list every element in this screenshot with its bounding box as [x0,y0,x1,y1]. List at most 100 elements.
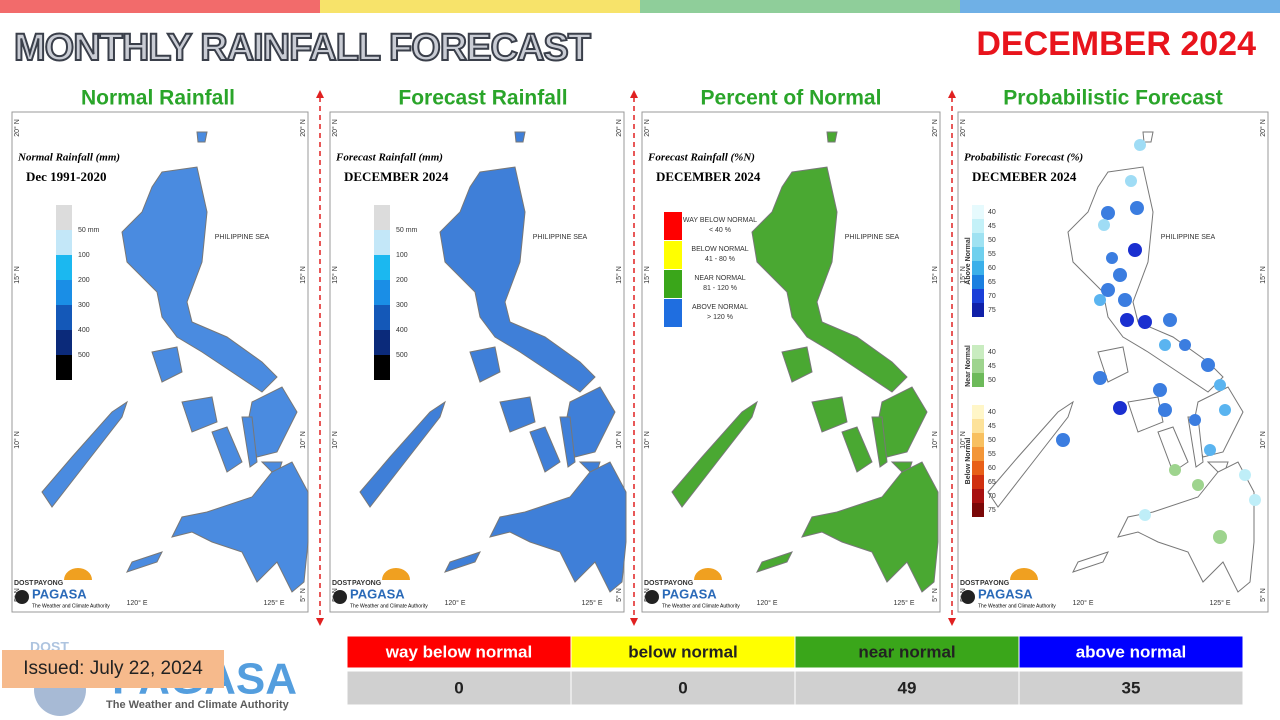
panel-title: Percent of Normal [701,87,882,110]
lat-label: 10° N [643,431,651,449]
legend-box [972,219,984,233]
count: 0 [678,678,687,697]
legend-label: 65 [988,479,996,486]
lat-label: 15° N [13,266,21,284]
legend-box [56,330,72,355]
legend-box [664,241,682,269]
logo-tagline: The Weather and Climate Authority [662,603,740,609]
legend-box [972,373,984,387]
legend-label: 60 [988,465,996,472]
lat-label: 20° N [331,119,339,137]
header-label: way below normal [385,642,532,661]
legend-label: 50 mm [396,227,418,234]
legend-label: 65 [988,279,996,286]
lon-label: 125° E [1209,599,1230,607]
logo-dost: DOST [332,580,352,587]
legend-range: 81 - 120 % [703,285,737,292]
logo-pagasa: PAGASA [350,586,405,601]
count: 49 [898,678,917,697]
header-label: below normal [628,642,738,661]
legend-label: 50 mm [78,227,100,234]
map-subtitle: DECEMBER 2024 [656,169,761,184]
legend-label: 300 [78,302,90,309]
lat-label: 10° N [13,431,21,449]
legend-box [664,299,682,327]
lat-label: 20° N [959,119,967,137]
lat-label: 15° N [959,266,967,284]
lat-label: 15° N [643,266,651,284]
legend-label: 50 [988,237,996,244]
count: 35 [1122,678,1141,697]
logo-pagasa: PAGASA [978,586,1033,601]
legend-box [972,359,984,373]
lat-label: 15° N [299,266,307,284]
legend-label: 55 [988,451,996,458]
legend-label: 100 [78,252,90,259]
lat-label: 20° N [615,119,623,137]
header-cell [570,635,796,669]
logo-dost: DOST [960,580,980,587]
lat-label: 5° N [615,588,623,602]
top-stripe [0,0,1280,13]
legend-box [972,233,984,247]
sea-label: PHILIPPINE SEA [845,234,900,241]
logo-payong: PAYONG [664,580,694,587]
title: MONTHLY RAINFALL FORECAST [14,27,591,69]
lat-label: 10° N [959,431,967,449]
legend-label: 200 [78,277,90,284]
legend-box [972,275,984,289]
legend-label: 500 [78,352,90,359]
legend-label: 70 [988,293,996,300]
lon-label: 125° E [893,599,914,607]
legend-box [972,475,984,489]
logo-tagline: The Weather and Climate Authority [350,603,428,609]
legend-label: 40 [988,409,996,416]
legend-label: 40 [988,349,996,356]
legend-label: 300 [396,302,408,309]
issued: Issued: July 22, 2024 [23,658,203,679]
legend-group: Near Normal [965,345,972,387]
logo-tagline: The Weather and Climate Authority [32,603,110,609]
legend-box [56,230,72,255]
logo-icon [15,590,29,604]
count-cell [346,670,572,706]
header-cell [1018,635,1244,669]
legend-box [56,355,72,380]
count-cell [1018,670,1244,706]
logo-icon [645,590,659,604]
legend-group: Below Normal [965,438,972,485]
footer-tagline: The Weather and Climate Authority [106,699,290,711]
legend-label: NEAR NORMAL [694,275,745,282]
legend-label: 70 [988,493,996,500]
lat-label: 5° N [931,588,939,602]
lat-label: 5° N [1259,588,1267,602]
legend-label: 55 [988,251,996,258]
legend-box [664,212,682,240]
legend-box [972,303,984,317]
legend-box [972,461,984,475]
legend-label: 45 [988,423,996,430]
legend-box [56,205,72,230]
logo-umbrella [382,568,410,580]
logo-dost: DOST [644,580,664,587]
lon-label: 125° E [263,599,284,607]
legend-box [972,205,984,219]
panel-title: Normal Rainfall [81,87,235,110]
logo-icon [333,590,347,604]
legend-label: 50 [988,377,996,384]
legend-label: BELOW NORMAL [691,246,748,253]
sea-label: PHILIPPINE SEA [533,234,588,241]
legend-box [972,261,984,275]
logo-payong: PAYONG [980,580,1010,587]
panels: Normal Rainfall PHILIPPINE SEA 20° N 20° N 1… [11,87,1269,613]
legend-label: 45 [988,223,996,230]
map-subtitle: DECMEBER 2024 [972,169,1077,184]
lat-label: 10° N [615,431,623,449]
legend-box [374,280,390,305]
count: 0 [454,678,463,697]
legend-box [374,305,390,330]
legend-label: 200 [396,277,408,284]
issued-box [2,650,224,688]
legend-box [972,503,984,517]
lon-label: 120° E [444,599,465,607]
